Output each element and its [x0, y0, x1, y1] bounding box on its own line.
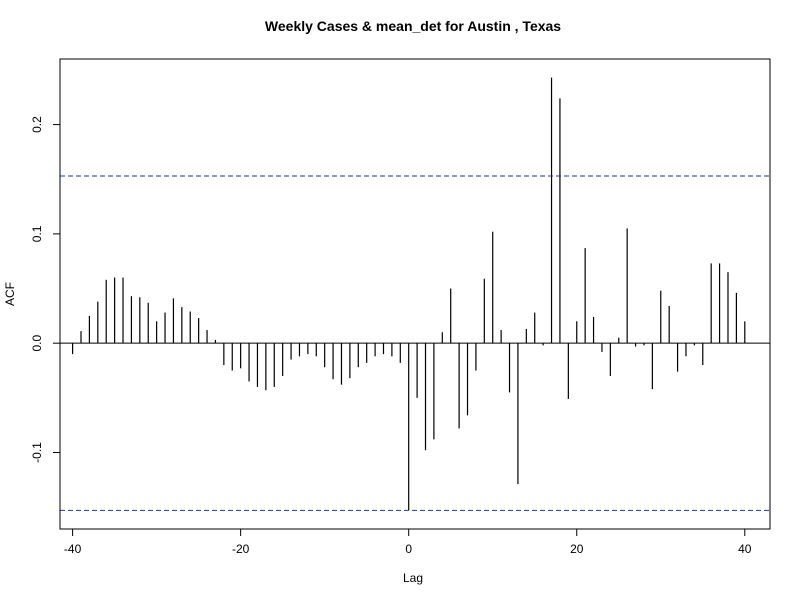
- x-axis: -40 -20 0 20 40: [64, 528, 752, 556]
- x-axis-label: Lag: [403, 571, 423, 585]
- x-tick-label: 20: [570, 542, 584, 556]
- x-tick-label: -40: [64, 542, 82, 556]
- plot-frame: [59, 58, 771, 530]
- x-tick-label: 0: [405, 542, 412, 556]
- acf-bars: [72, 77, 746, 511]
- y-axis: -0.1 0.0 0.1 0.2: [30, 116, 61, 463]
- y-tick-label: -0.1: [30, 442, 44, 463]
- y-tick-label: 0.1: [30, 225, 44, 242]
- x-tick-label: 40: [738, 542, 752, 556]
- chart-title: Weekly Cases & mean_det for Austin , Tex…: [265, 18, 561, 34]
- reference-lines: [60, 175, 770, 511]
- y-tick-label: 0.0: [30, 335, 44, 352]
- y-axis-label: ACF: [3, 282, 17, 306]
- y-tick-label: 0.2: [30, 116, 44, 133]
- x-tick-label: -20: [232, 542, 250, 556]
